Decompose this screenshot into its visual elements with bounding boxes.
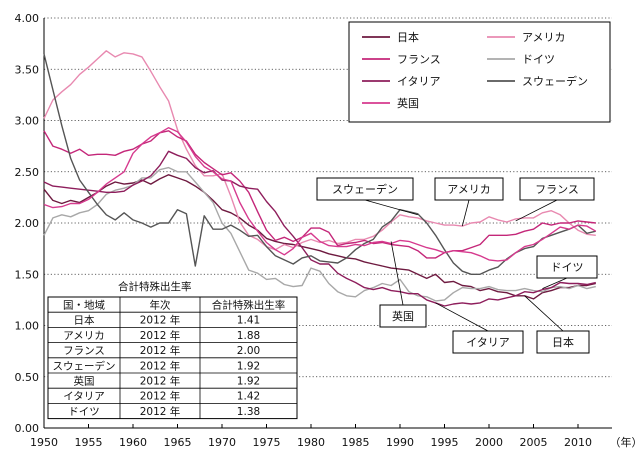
table-cell: 2012 年 <box>140 329 181 342</box>
callout-leader <box>524 295 564 332</box>
callout-label: ドイツ <box>551 261 584 274</box>
table-cell: 2012 年 <box>140 314 181 327</box>
legend-label: スウェーデン <box>522 74 588 88</box>
y-tick-label: 1.00 <box>15 320 40 333</box>
table-cell: スウェーデン <box>53 359 116 372</box>
series-line <box>43 166 596 302</box>
legend-label: ドイツ <box>522 53 555 66</box>
table-cell: 1.41 <box>237 315 260 327</box>
callout-box <box>536 330 590 354</box>
table-title: 合計特殊出生率 <box>118 280 192 293</box>
axes: 0.00 0.50 1.00 1.50 2.00 2.50 3.00 3.50 4.00 1950… <box>15 12 640 449</box>
table-cell: ドイツ <box>68 406 100 418</box>
callout-box <box>379 304 427 328</box>
legend-label: 英国 <box>397 96 419 110</box>
series-line <box>43 150 596 307</box>
callout-leader <box>435 302 489 332</box>
callout-leader <box>461 199 470 227</box>
x-tick-label: 2000 <box>475 436 503 449</box>
callout-label: フランス <box>535 183 579 196</box>
y-tick-label: 3.00 <box>15 115 40 128</box>
table-cell: イタリア <box>63 391 105 403</box>
series-lines <box>43 50 597 307</box>
x-tick-label: 1990 <box>386 436 414 449</box>
callout-label: アメリカ <box>447 183 490 196</box>
table-cell: フランス <box>63 345 105 357</box>
x-tick-label: 1950 <box>30 436 58 449</box>
series-line <box>43 130 596 259</box>
x-tick-label: 1965 <box>164 436 192 449</box>
table-cell: 1.92 <box>237 376 260 388</box>
callout-box <box>434 177 504 201</box>
table-cell: 1.38 <box>237 406 260 418</box>
y-tick-label: 2.00 <box>15 217 40 230</box>
callout-label: スウェーデン <box>332 182 398 196</box>
table-cell: 2.00 <box>237 345 260 357</box>
table-cell: 2012 年 <box>140 359 181 372</box>
callout-leader <box>542 277 568 289</box>
x-tick-label: 2010 <box>564 436 592 449</box>
table-header-cell: 年次 <box>150 299 171 312</box>
table-cell: 1.92 <box>237 360 260 372</box>
table-cell: アメリカ <box>63 330 104 342</box>
callout-leader <box>515 199 558 222</box>
x-tick-label: 1995 <box>431 436 459 449</box>
callout-box <box>519 177 595 201</box>
callout-label: 日本 <box>552 335 574 349</box>
x-tick-label: 1985 <box>342 436 370 449</box>
series-line <box>43 53 596 275</box>
legend-label: フランス <box>397 53 441 66</box>
table-cell: 1.42 <box>237 391 260 403</box>
x-unit-label: （年） <box>610 435 640 449</box>
y-tick-label: 0.00 <box>15 422 40 435</box>
x-tick-label: 1980 <box>297 436 325 449</box>
y-tick-label: 3.50 <box>15 63 40 76</box>
callout-label: 英国 <box>392 309 414 323</box>
callout-leader <box>390 241 404 306</box>
y-tick-label: 0.50 <box>15 371 40 384</box>
series-line <box>43 127 597 262</box>
legend-box <box>348 21 611 123</box>
table-cell: 2012 年 <box>140 344 181 357</box>
table-cell: 1.88 <box>237 330 260 342</box>
x-tick-label: 1970 <box>208 436 236 449</box>
series-line <box>43 50 596 251</box>
table-cell: 2012 年 <box>140 390 181 403</box>
table-header-cell: 合計特殊出生率 <box>212 299 286 312</box>
y-tick-label: 4.00 <box>15 12 40 25</box>
table-cell: 2012 年 <box>140 375 181 388</box>
y-tick-label: 2.50 <box>15 166 40 179</box>
callout-box <box>536 255 598 279</box>
callout-leader <box>364 199 418 216</box>
x-tick-label: 1960 <box>119 436 147 449</box>
callout-label: イタリア <box>466 336 510 349</box>
legend-label: アメリカ <box>522 31 565 44</box>
x-tick-label: 2005 <box>520 436 548 449</box>
legend-label: 日本 <box>397 30 419 44</box>
table-cell: 2012 年 <box>140 405 181 418</box>
callout-box <box>452 330 524 354</box>
legend-label: イタリア <box>397 75 441 88</box>
table-header-cell: 国・地域 <box>63 299 105 312</box>
y-tick-label: 1.50 <box>15 268 40 281</box>
table-cell: 英国 <box>74 375 95 388</box>
table-cell: 日本 <box>74 314 95 327</box>
x-tick-label: 1975 <box>253 436 281 449</box>
callout-box <box>316 177 414 201</box>
x-tick-label: 1955 <box>75 436 103 449</box>
